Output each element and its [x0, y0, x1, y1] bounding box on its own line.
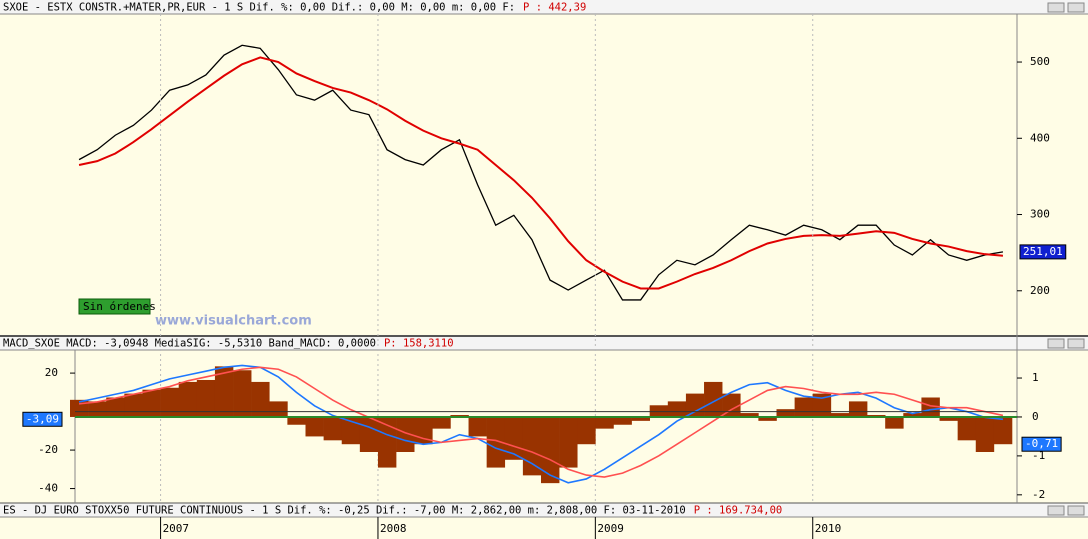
macd-line	[78, 366, 1004, 478]
histogram-bar	[685, 393, 705, 417]
button[interactable]	[1067, 338, 1085, 349]
top-bar	[0, 0, 1088, 14]
price-header-value: P : 442,39	[523, 2, 586, 14]
orders-label: Sin órdenes	[83, 300, 156, 313]
histogram-bar	[595, 416, 614, 429]
histogram-bar	[559, 416, 578, 468]
histogram-bar	[251, 381, 270, 417]
y2-tick-label: -1	[1032, 449, 1045, 462]
x-tick-label: 2008	[380, 522, 407, 535]
last-macd-badge-bg	[22, 411, 63, 427]
histogram-bar	[323, 416, 343, 441]
histogram-bar	[106, 397, 125, 417]
price-line	[78, 56, 1004, 290]
button[interactable]	[1047, 505, 1065, 516]
histogram-bar	[541, 416, 560, 484]
macd-line	[78, 364, 1004, 484]
last-macd-badge: -3,09	[26, 412, 59, 425]
histogram-bar	[269, 401, 288, 417]
watermark: www.visualchart.com	[155, 314, 312, 329]
histogram-bar	[233, 370, 252, 417]
y-tick-label: 500	[1030, 55, 1050, 68]
histogram-bar	[848, 401, 868, 417]
histogram-bar	[903, 413, 922, 417]
histogram-bar	[196, 379, 216, 417]
last-hist-badge: -0,71	[1025, 437, 1058, 450]
histogram-bar	[794, 397, 814, 417]
histogram-bar	[758, 416, 777, 421]
histogram-bar	[377, 416, 397, 468]
y-tick-label: -40	[38, 482, 58, 495]
histogram-bar	[885, 416, 904, 429]
histogram-bar	[88, 401, 107, 417]
histogram-bar	[704, 381, 723, 417]
histogram-bar	[432, 416, 451, 429]
macd-bar	[0, 336, 1088, 350]
button[interactable]	[1047, 338, 1065, 349]
last-price-badge: 251,01	[1023, 245, 1063, 258]
last-hist-badge-bg	[1021, 436, 1062, 452]
macd-header: MACD_SXOE MACD: -3,0948 MediaSIG: -5,531…	[3, 338, 376, 350]
x-axis-strip	[0, 517, 1088, 539]
x-tick-label: 2007	[163, 522, 190, 535]
histogram-bar	[613, 416, 632, 425]
y2-tick-label: 0	[1032, 410, 1039, 423]
footer-header-value: P : 169.734,00	[694, 505, 783, 517]
y-tick-label: 200	[1030, 284, 1050, 297]
histogram-bar	[631, 416, 650, 421]
histogram-bar	[178, 381, 198, 417]
y2-tick-label: 1	[1032, 371, 1039, 384]
y2-tick-label: -2	[1032, 488, 1045, 501]
y-tick-label: 400	[1030, 131, 1050, 144]
histogram-bar	[287, 416, 306, 425]
button[interactable]	[1067, 2, 1085, 13]
price-header: SXOE - ESTX CONSTR.+MATER,PR,EUR - 1 S D…	[3, 2, 515, 14]
window-buttons[interactable]	[1047, 2, 1085, 516]
y-tick-label: 20	[45, 366, 58, 379]
histogram-bar	[486, 416, 506, 468]
histogram-bar	[939, 416, 958, 421]
histogram-bar	[160, 387, 179, 417]
x-tick-label: 2010	[815, 522, 842, 535]
histogram-bar	[214, 366, 234, 417]
histogram-bar	[468, 416, 487, 437]
histogram-bar	[142, 389, 161, 417]
histogram-bar	[396, 416, 415, 452]
y-tick-label: -20	[38, 443, 58, 456]
histogram-bar	[667, 401, 687, 417]
orders-box[interactable]	[78, 298, 151, 315]
x-tick-label: 2009	[597, 522, 624, 535]
histogram-bar	[522, 416, 542, 476]
histogram-bar	[957, 416, 977, 441]
histogram-bar	[921, 397, 940, 417]
histogram-bar	[776, 409, 795, 417]
histogram-bar	[975, 416, 995, 452]
button[interactable]	[1067, 505, 1085, 516]
macd-header-value: P: 158,3110	[384, 338, 454, 350]
last-price-badge-bg	[1019, 244, 1067, 260]
button[interactable]	[1047, 2, 1065, 13]
y-tick-label: 300	[1030, 208, 1050, 221]
price-line	[78, 44, 1004, 301]
histogram-bar	[341, 416, 361, 445]
histogram-bar	[305, 416, 324, 437]
footer-bar	[0, 503, 1088, 517]
histogram-bar	[577, 416, 596, 445]
histogram-bar	[504, 416, 524, 460]
histogram-bar	[124, 393, 143, 417]
histogram-bar	[993, 416, 1013, 445]
histogram-bar	[740, 413, 759, 417]
footer-header: ES - DJ EURO STOXX50 FUTURE CONTINUOUS -…	[3, 505, 686, 517]
histogram-bar	[830, 413, 850, 417]
histogram-bar	[359, 416, 379, 452]
